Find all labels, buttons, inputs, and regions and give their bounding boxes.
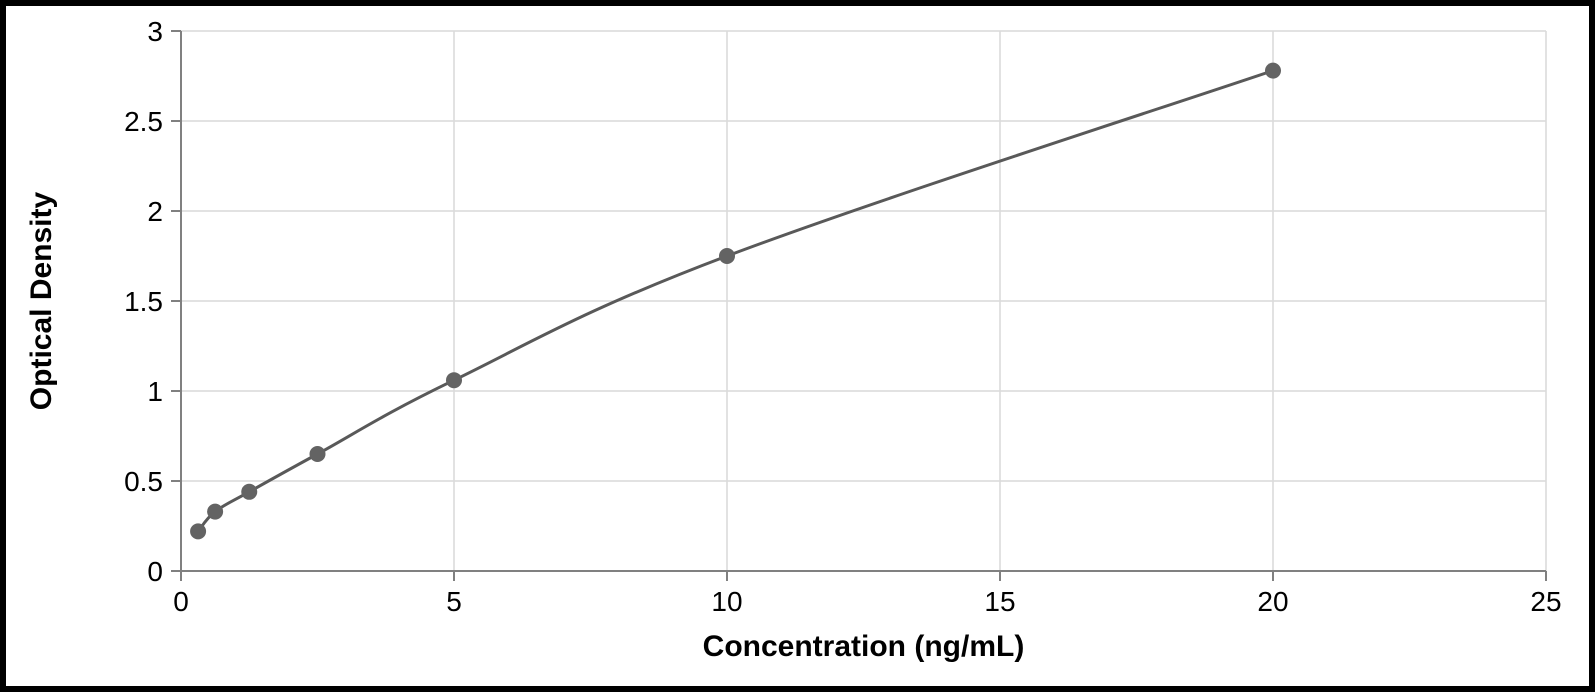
data-marker — [207, 504, 223, 520]
chart-frame: 0 5 10 15 20 25 0 0.5 1 1.5 2 2.5 3 Concentration (ng… — [0, 0, 1595, 692]
y-tick-label: 1.5 — [124, 286, 163, 317]
y-tick-label: 2.5 — [124, 106, 163, 137]
data-marker — [310, 446, 326, 462]
y-tick-label: 0.5 — [124, 466, 163, 497]
x-tick-label: 5 — [446, 586, 462, 617]
y-tick-label: 0 — [147, 556, 163, 587]
y-tick-label: 2 — [147, 196, 163, 227]
data-marker — [446, 372, 462, 388]
x-axis-label: Concentration (ng/mL) — [703, 630, 1025, 663]
x-tick-label: 0 — [173, 586, 189, 617]
data-marker — [1265, 63, 1281, 79]
chart-container: 0 5 10 15 20 25 0 0.5 1 1.5 2 2.5 3 Concentration (ng… — [6, 6, 1589, 686]
y-axis-label: Optical Density — [25, 191, 58, 410]
chart-svg: 0 5 10 15 20 25 0 0.5 1 1.5 2 2.5 3 Concentration (ng… — [6, 6, 1589, 686]
x-tick-label: 15 — [984, 586, 1015, 617]
y-tick-label: 3 — [147, 16, 163, 47]
x-tick-label: 25 — [1530, 586, 1561, 617]
data-marker — [190, 523, 206, 539]
data-marker — [719, 248, 735, 264]
y-tick-label: 1 — [147, 376, 163, 407]
x-tick-label: 10 — [711, 586, 742, 617]
x-tick-label: 20 — [1257, 586, 1288, 617]
data-marker — [241, 484, 257, 500]
